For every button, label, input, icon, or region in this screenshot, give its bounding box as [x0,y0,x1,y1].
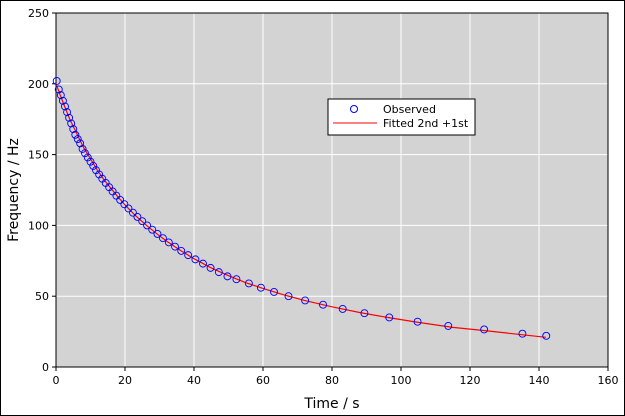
x-tick-label: 140 [529,374,550,387]
observed-point [56,91,65,100]
y-tick-label: 50 [35,290,49,303]
y-axis-label: Frequency / Hz [6,138,22,242]
observed-point [413,317,422,326]
observed-point [67,119,76,128]
observed-point [284,292,293,301]
y-tick-label: 150 [28,149,49,162]
observed-point [143,221,152,230]
observed-point [89,161,98,170]
x-tick-label: 0 [53,374,60,387]
grid [56,13,608,367]
x-tick-label: 80 [325,374,339,387]
observed-point [120,200,129,209]
observed-point [214,268,223,277]
observed-point [301,296,310,305]
observed-point [148,225,157,234]
legend: Observed Fitted 2nd +1st [327,98,476,136]
x-tick-label: 160 [598,374,619,387]
observed-point [270,288,278,296]
x-axis-label: Time / s [303,396,359,412]
x-tick-label: 100 [391,374,412,387]
observed-point [128,208,137,217]
observed-point [444,321,453,330]
observed-point [52,77,61,85]
observed-point [199,259,207,268]
observed-point [138,217,147,226]
observed-point [73,135,82,143]
fitted-line [55,83,546,338]
observed-point [164,238,173,247]
legend-observed-marker [350,105,358,113]
observed-point [206,263,215,272]
y-tick-label: 100 [28,219,49,232]
observed-point [256,283,265,292]
observed-point [133,212,142,221]
observed-point [518,329,527,338]
y-axis-ticks: 0 50 100 150 200 250 [28,7,56,374]
x-tick-label: 20 [118,374,132,387]
observed-point [83,153,92,162]
observed-point [54,85,63,94]
observed-point [232,275,241,284]
series-layer [52,77,551,340]
observed-point [116,195,125,204]
observed-point [124,204,133,213]
observed-point [191,255,200,264]
observed-point [78,144,87,153]
observed-point [542,331,551,340]
observed-point [385,313,394,322]
observed-point [158,234,167,243]
observed-point [338,304,347,313]
observed-point [81,149,89,158]
observed-point [61,102,69,111]
observed-point [71,130,80,139]
x-axis-ticks: 0 20 40 60 80 100 120 140 160 [53,367,619,387]
observed-point [153,229,162,238]
y-tick-label: 0 [42,361,49,374]
observed-point [223,272,232,281]
observed-point [184,251,193,260]
y-tick-label: 200 [28,78,49,91]
observed-point [177,246,186,255]
x-tick-label: 120 [460,374,481,387]
observed-point [480,325,489,334]
observed-point [58,96,67,105]
observed-point [69,125,78,134]
x-tick-label: 60 [256,374,270,387]
observed-point [319,300,327,309]
x-tick-label: 40 [187,374,201,387]
y-tick-label: 250 [28,7,49,20]
observed-point [244,279,253,288]
observed-point [171,242,179,251]
legend-observed-label: Observed [383,103,436,116]
observed-point [86,157,95,166]
legend-box [327,98,476,136]
observed-point [65,113,74,122]
legend-fitted-label: Fitted 2nd +1st [383,117,469,130]
observed-point [63,108,71,117]
observed-point [360,309,369,318]
